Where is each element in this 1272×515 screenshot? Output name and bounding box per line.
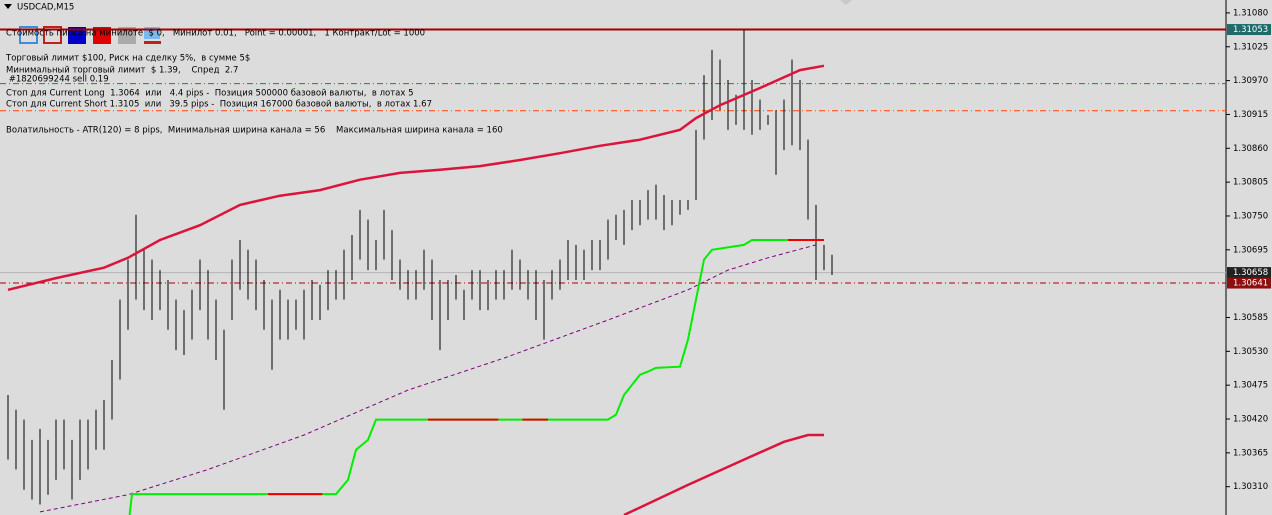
info-text: Торговый лимит $100, Риск на сделку 5%, … — [5, 54, 250, 64]
tick-label: 1.30475 — [1233, 381, 1268, 391]
indicator-line — [268, 239, 824, 496]
tick-label: 1.30860 — [1233, 144, 1268, 154]
price-axis: 1.31080 1.31025 1.30970 1.30915 1.30860 1.308… — [1226, 8, 1271, 492]
info-panel: Стоимость пипса на минилоте $ 0, Минилот… — [5, 29, 503, 136]
info-text: Стоимость пипса на минилоте $ 0, Минилот… — [6, 29, 425, 39]
info-text: Стоп для Current Short 1.3105 или 39.5 p… — [6, 100, 432, 110]
indicator-line — [7, 64, 825, 292]
tick-label: 1.30365 — [1233, 448, 1268, 458]
tick-label: 1.30530 — [1233, 347, 1268, 357]
indicator-line — [128, 239, 816, 515]
price-tag — [1227, 277, 1271, 289]
icon-underline — [144, 41, 161, 44]
icon-gray[interactable] — [118, 27, 136, 44]
menu-arrow[interactable] — [4, 4, 12, 9]
tick-label: 1.30970 — [1233, 76, 1268, 86]
price-tag — [1227, 24, 1271, 36]
tick-label: 1.30805 — [1233, 178, 1268, 188]
tick-label: 1.31025 — [1233, 42, 1268, 52]
price-tag-label: 1.31053 — [1233, 25, 1268, 35]
symbol-title: USDCAD,M15 — [17, 3, 74, 13]
plot-area — [0, 28, 1226, 515]
indicator-line — [623, 433, 824, 515]
info-text: Стоп для Current Long 1.3064 или 4.4 pip… — [6, 89, 414, 99]
icon-blue-outline[interactable] — [19, 26, 38, 44]
tick-label: 1.30310 — [1233, 482, 1268, 492]
icon-red-outline[interactable] — [43, 26, 62, 44]
tick-label: 1.30695 — [1233, 245, 1268, 255]
price-tag — [1227, 267, 1271, 279]
tick-label: 1.30750 — [1233, 211, 1268, 221]
icon-blue-fill[interactable] — [68, 27, 86, 44]
tick-label: 1.30915 — [1233, 110, 1268, 120]
icon-red-fill[interactable] — [93, 27, 111, 44]
indicator-line — [39, 244, 817, 513]
tick-label: 1.30585 — [1233, 313, 1268, 323]
price-tag-label: 1.30641 — [1233, 279, 1268, 289]
price-tag-label: 1.30658 — [1233, 268, 1268, 278]
info-text: Волатильность - ATR(120) = 8 pips, Миним… — [6, 126, 503, 136]
tick-label: 1.30420 — [1233, 415, 1268, 425]
tick-label: 1.31080 — [1233, 8, 1268, 18]
info-text: #1820699244 sell 0.19 — [6, 75, 109, 85]
shift-marker — [840, 0, 852, 5]
info-text: Минимальный торговый лимит $ 1.39, Спред… — [6, 66, 238, 76]
